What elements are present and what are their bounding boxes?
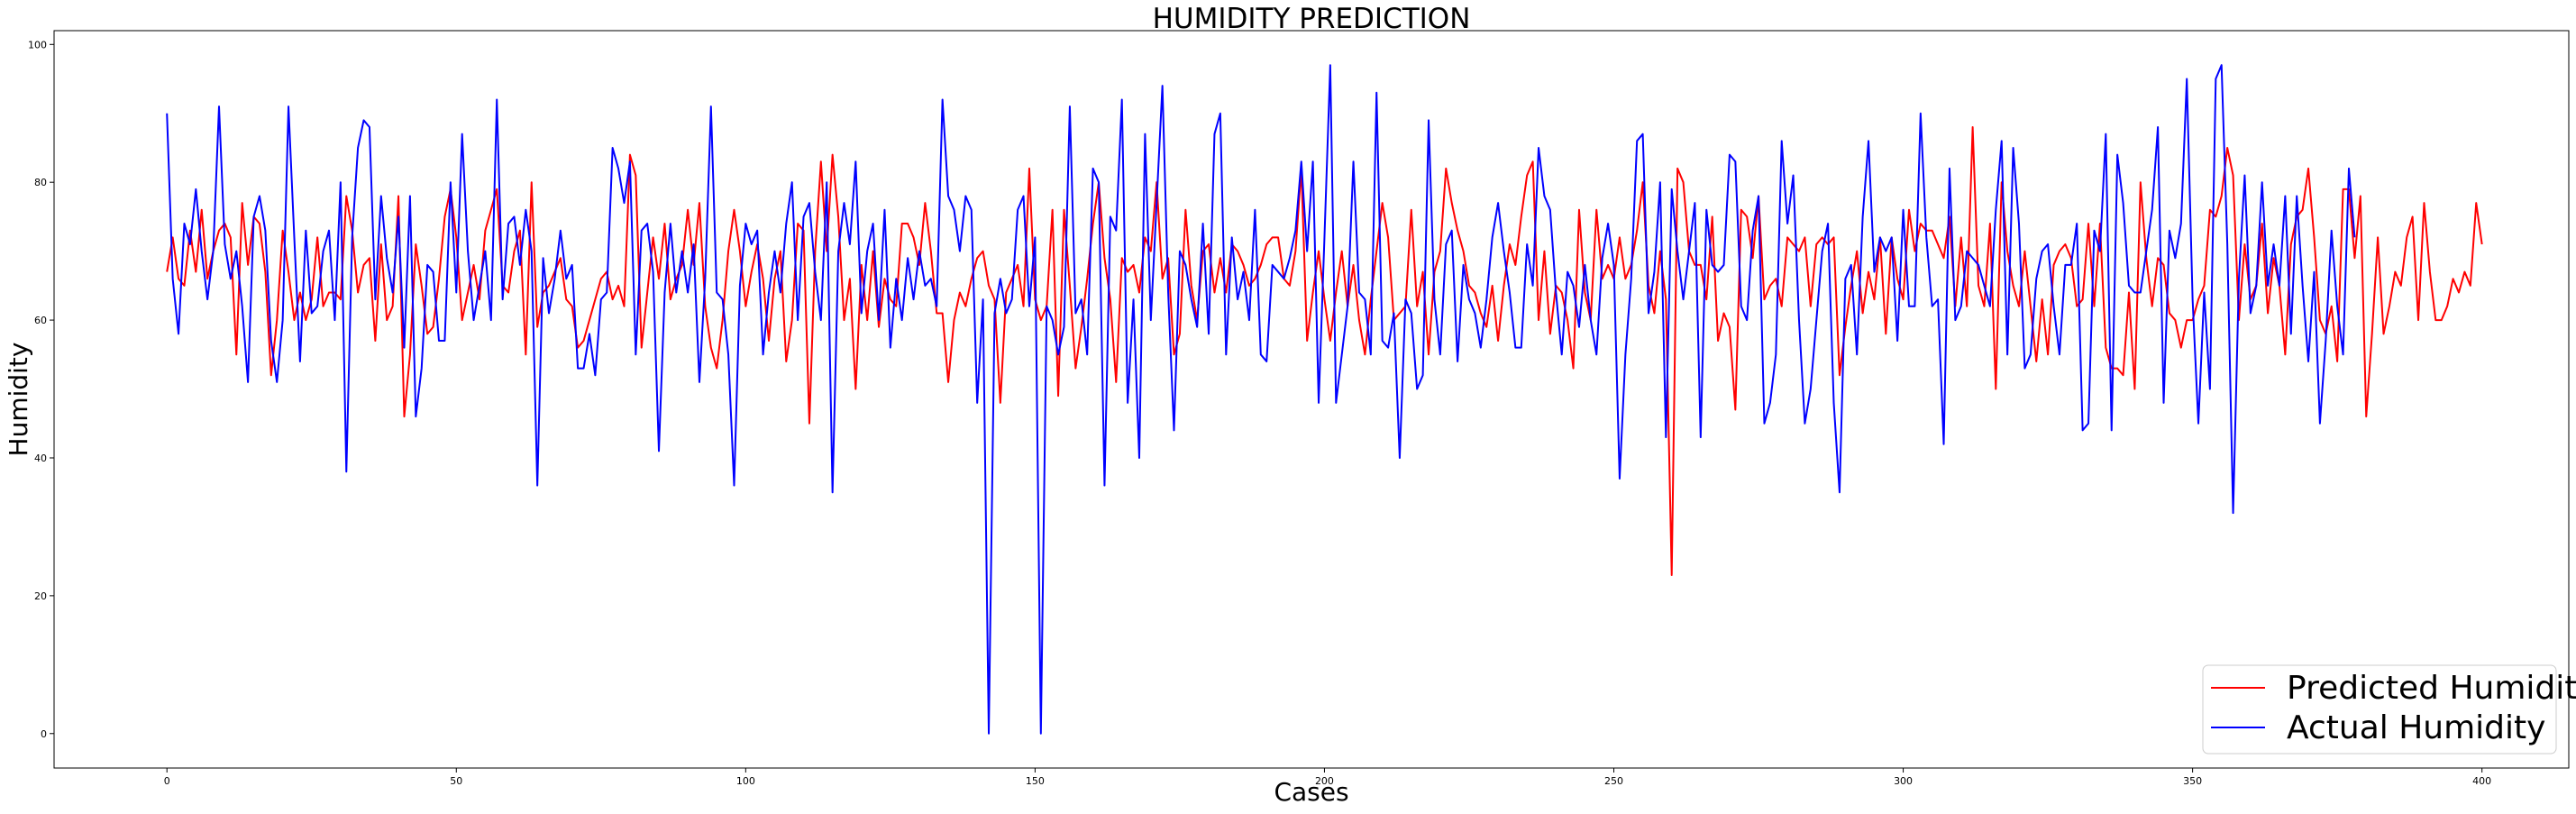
x-tick-label: 0 (164, 775, 170, 787)
x-tick-label: 250 (1604, 775, 1623, 787)
y-tick-label: 80 (34, 177, 47, 188)
y-tick-label: 100 (28, 39, 47, 50)
x-tick-label: 350 (2183, 775, 2202, 787)
y-axis-label: Humidity (4, 343, 33, 457)
series-line-actual (166, 64, 2356, 735)
x-axis-ticks: 0 50 100 150 200 250 300 350 400 (164, 768, 2491, 787)
x-tick-label: 200 (1315, 775, 1334, 787)
x-tick-label: 50 (450, 775, 462, 787)
y-tick-label: 20 (34, 590, 47, 602)
series-line-predicted (166, 126, 2483, 576)
plot-lines (166, 64, 2483, 735)
x-tick-label: 400 (2472, 775, 2491, 787)
y-axis-ticks: 0 20 40 60 80 100 (28, 39, 54, 740)
y-tick-label: 0 (41, 728, 47, 740)
chart-title: HUMIDITY PREDICTION (1153, 3, 1471, 35)
y-tick-label: 60 (34, 315, 47, 326)
y-tick-label: 40 (34, 453, 47, 464)
x-tick-label: 300 (1894, 775, 1913, 787)
legend: Predicted Humidity Actual Humidity (2202, 664, 2576, 755)
plot-frame (53, 30, 2570, 769)
x-tick-label: 150 (1026, 775, 1045, 787)
legend-label-predicted: Predicted Humidity (2287, 670, 2576, 707)
x-axis-label: Cases (1274, 777, 1348, 807)
legend-label-actual: Actual Humidity (2287, 709, 2545, 746)
x-tick-label: 100 (736, 775, 755, 787)
legend-box (2202, 664, 2557, 755)
